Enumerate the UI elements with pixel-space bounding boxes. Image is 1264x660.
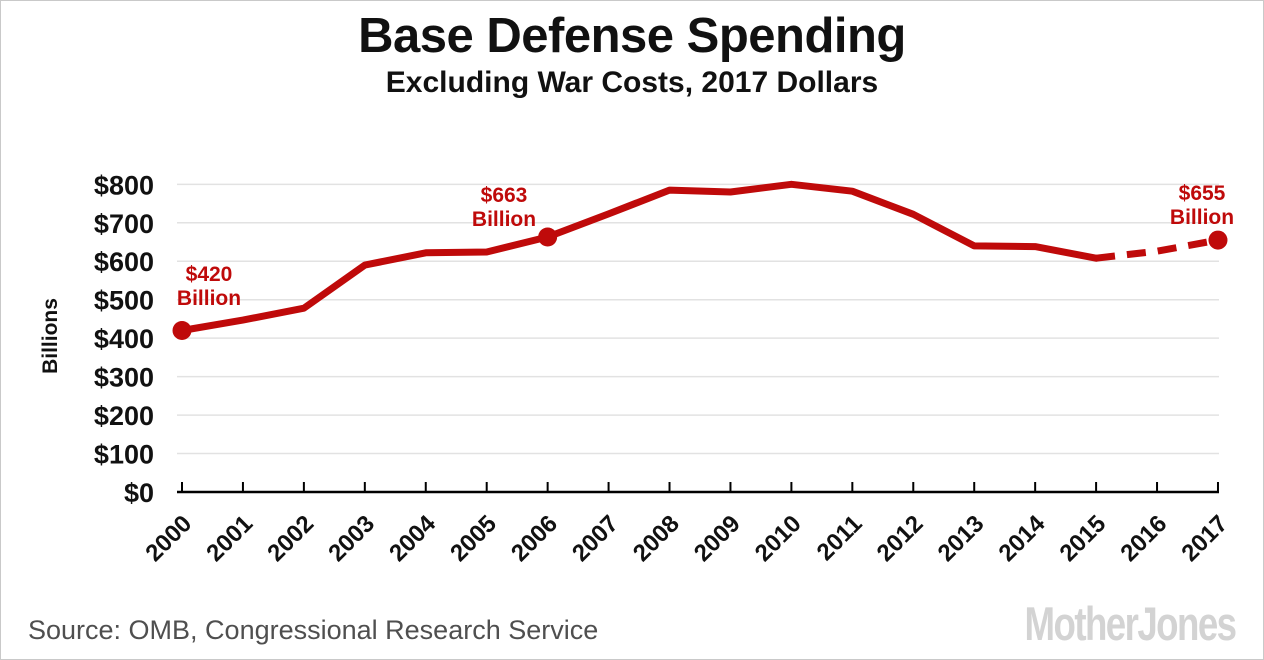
y-axis-label: Billions [39,298,62,374]
y-tick-label: $100 [94,440,154,470]
mother-jones-logo: MotherJones [1024,597,1237,650]
y-tick-label: $800 [94,170,154,200]
x-tick-label: 2011 [812,510,868,566]
chart-subtitle: Excluding War Costs, 2017 Dollars [385,65,879,99]
value-annotation-line: $655 [1179,182,1226,205]
x-tick-label: 2001 [201,510,258,567]
x-tick-label: 2010 [750,510,807,567]
y-tick-label: $600 [94,247,154,277]
x-tick-label: 2000 [140,510,197,567]
y-tick-label: $200 [94,401,154,431]
data-point-marker [538,227,558,247]
value-annotation-line: $663 [481,184,528,207]
data-point-marker [172,320,192,340]
value-annotation-line: Billion [1170,206,1234,229]
value-annotation-line: Billion [177,287,241,310]
y-tick-label: $0 [124,478,154,508]
x-tick-label: 2017 [1176,510,1233,567]
x-tick-label: 2009 [689,510,746,567]
y-tick-label: $500 [94,286,154,316]
value-annotation: $655 Billion [1170,182,1234,229]
x-tick-label: 2007 [567,510,624,567]
x-tick-label: 2004 [384,510,441,567]
value-annotation: $420 Billion [177,263,241,310]
x-tick-label: 2003 [323,510,380,567]
series-line-dashed-projection [1095,236,1219,262]
x-tick-label: 2006 [506,510,563,567]
data-point-marker [1208,230,1228,250]
x-tick-label: 2002 [262,510,319,567]
x-tick-label: 2013 [933,510,990,567]
x-tick-label: 2015 [1054,510,1111,567]
chart-title: Base Defense Spending [358,9,906,63]
source-note: Source: OMB, Congressional Research Serv… [28,615,599,645]
value-annotation: $663 Billion [472,184,536,231]
x-tick-label: 2014 [994,510,1051,567]
value-annotation-line: $420 [186,263,233,286]
value-annotation-line: Billion [472,208,536,231]
y-tick-label: $400 [94,324,154,354]
x-tick-label: 2005 [445,510,502,567]
y-tick-label: $700 [94,209,154,239]
x-tick-label: 2016 [1115,510,1172,567]
x-tick-label: 2012 [872,510,929,567]
series-line-solid [178,180,1100,334]
x-tick-label: 2008 [628,510,685,567]
y-tick-label: $300 [94,363,154,393]
chart-header: Base Defense Spending Excluding War Cost… [1,9,1263,99]
